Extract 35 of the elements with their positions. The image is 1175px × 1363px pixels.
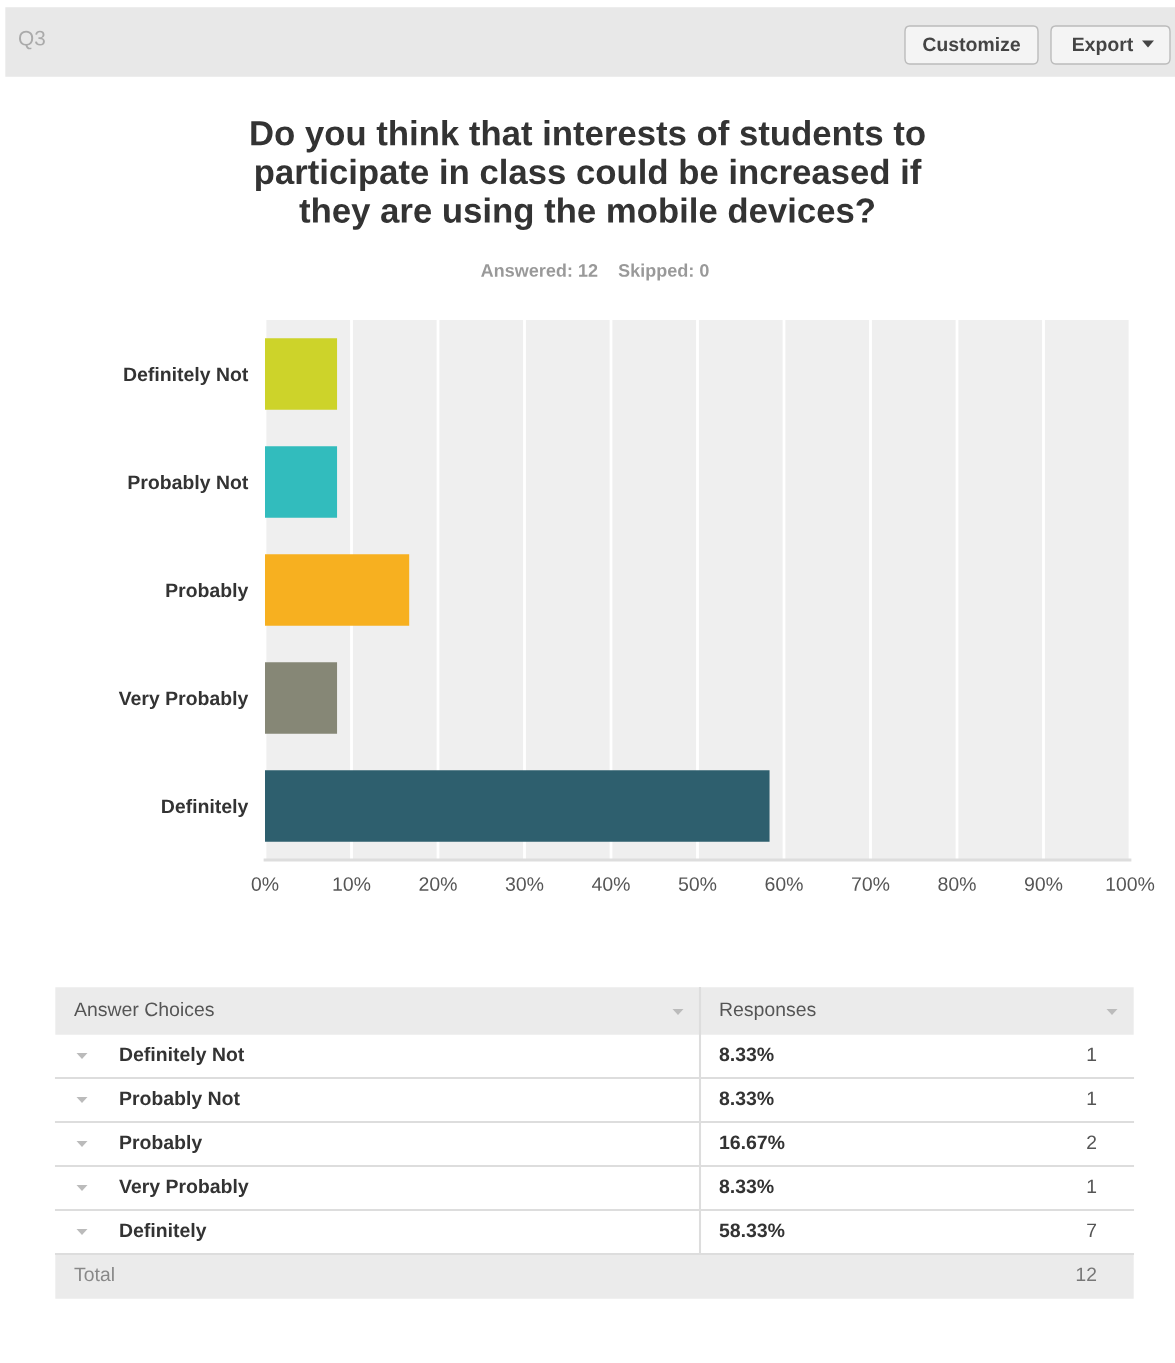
text: 58.33% bbox=[719, 1223, 785, 1238]
text: 1 bbox=[1087, 1091, 1097, 1106]
x-tick-label: 0% bbox=[251, 877, 279, 891]
x-tick-label: 60% bbox=[765, 877, 803, 891]
y-tick-label: Definitely bbox=[162, 798, 249, 818]
text: Total bbox=[74, 1266, 114, 1282]
text: 16.67% bbox=[720, 1135, 785, 1150]
text: 8.33% bbox=[719, 1047, 774, 1062]
text: Answer Choices bbox=[74, 1001, 214, 1017]
text: Responses bbox=[720, 1002, 816, 1021]
y-tick-label: Probably Not bbox=[128, 474, 249, 494]
x-tick-label: 100% bbox=[1106, 877, 1155, 891]
x-tick-label: 30% bbox=[505, 877, 544, 891]
x-tick-label: 20% bbox=[419, 877, 457, 891]
x-tick-label: 70% bbox=[852, 877, 890, 891]
text: 8.33% bbox=[719, 1179, 774, 1194]
text: 7 bbox=[1087, 1223, 1097, 1238]
x-tick-label: 50% bbox=[678, 877, 717, 891]
text: 1 bbox=[1087, 1179, 1097, 1194]
text: Export bbox=[1073, 37, 1134, 56]
chart-title: Do you think that interests of students to participate in class could be increased if they are using the mobile devices? bbox=[251, 120, 925, 230]
text: 12 bbox=[1076, 1267, 1097, 1282]
x-tick-label: 40% bbox=[591, 877, 630, 891]
x-tick-label: 10% bbox=[333, 877, 371, 891]
y-tick-label: Definitely Not bbox=[124, 366, 249, 386]
text: 8.33% bbox=[719, 1091, 774, 1106]
text: Customize bbox=[923, 36, 1020, 52]
x-tick-label: 80% bbox=[938, 877, 976, 891]
y-tick-label: Very Probably bbox=[118, 690, 249, 710]
text: Q3 bbox=[18, 30, 45, 50]
y-tick-label: Probably bbox=[166, 582, 249, 602]
text: 2 bbox=[1087, 1135, 1097, 1150]
x-tick-label: 90% bbox=[1024, 877, 1063, 891]
chart-subtitle: Answered: 12 Skipped: 0 bbox=[481, 263, 709, 281]
text: 1 bbox=[1087, 1047, 1097, 1062]
